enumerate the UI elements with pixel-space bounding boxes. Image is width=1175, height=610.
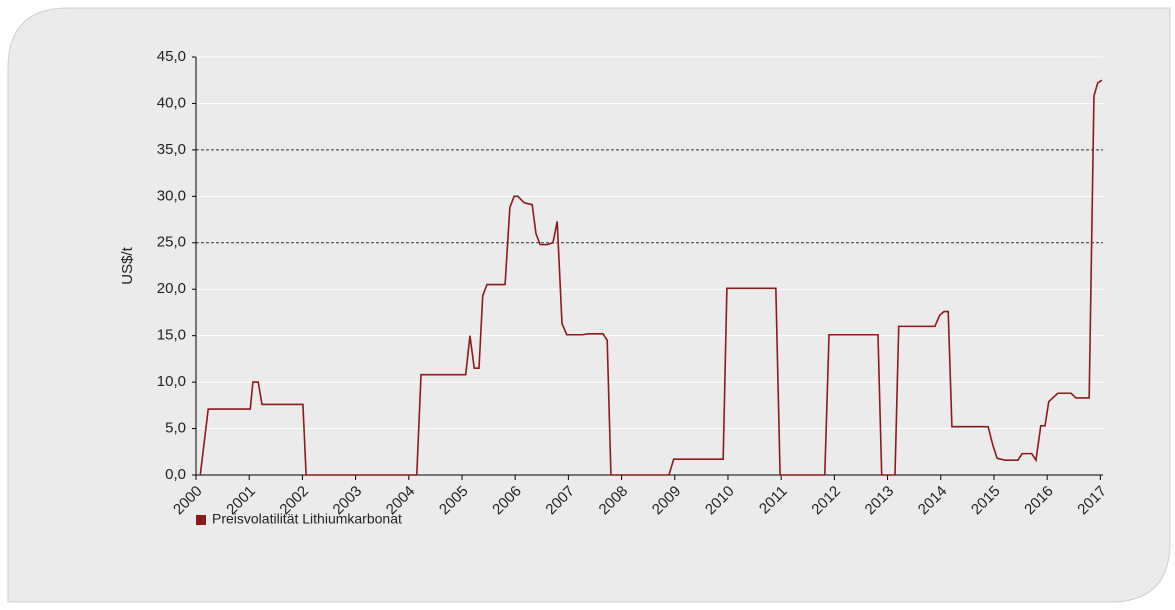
y-tick-label: 45,0 bbox=[157, 48, 186, 65]
line-series bbox=[199, 79, 1103, 476]
y-axis-label: US$/t bbox=[119, 246, 136, 284]
y-tick-label: 15,0 bbox=[157, 327, 186, 344]
y-tick-label: 30,0 bbox=[157, 187, 186, 204]
legend-label: Preisvolatilität Lithiumkarbonat bbox=[212, 511, 402, 527]
y-tick-label: 5,0 bbox=[165, 420, 186, 437]
y-tick-label: 10,0 bbox=[157, 373, 186, 390]
y-tick-label: 25,0 bbox=[157, 234, 186, 251]
y-tick-label: 20,0 bbox=[157, 280, 186, 297]
legend-swatch bbox=[196, 515, 206, 525]
y-tick-label: 40,0 bbox=[157, 94, 186, 111]
y-tick-label: 0,0 bbox=[165, 466, 186, 483]
panel bbox=[7, 7, 1171, 603]
y-tick-label: 35,0 bbox=[157, 141, 186, 158]
